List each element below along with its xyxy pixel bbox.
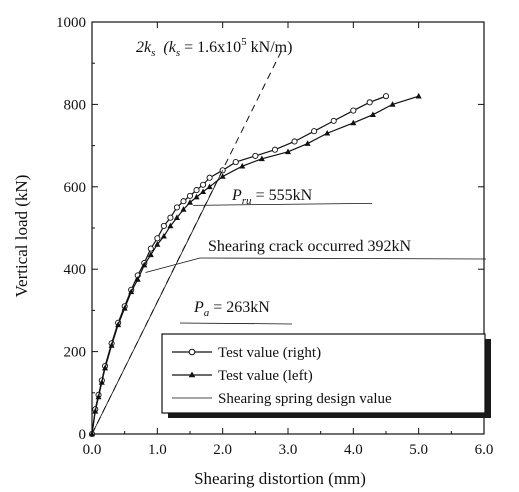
series-left-point — [350, 119, 357, 126]
series-right-point — [200, 181, 207, 188]
series-right-point — [330, 117, 337, 124]
pa-annotation: Pa = 263kN — [193, 299, 270, 319]
series-right-point — [167, 214, 174, 221]
series-left-point — [200, 188, 207, 195]
series-left-point — [167, 222, 174, 229]
y-tick-label: 600 — [64, 180, 87, 196]
series-right-point — [291, 138, 298, 145]
series-line-2 — [91, 170, 224, 435]
y-tick-label: 1000 — [56, 15, 86, 31]
series-right-point — [366, 99, 373, 106]
series-left-point — [147, 251, 154, 258]
x-tick-label: 3.0 — [279, 442, 298, 458]
series-right-point — [160, 222, 167, 229]
legend-marker-left — [188, 371, 196, 378]
x-tick-label: 6.0 — [475, 442, 494, 458]
series-left-point — [98, 379, 105, 385]
x-tick-label: 2.0 — [213, 442, 232, 458]
crack-underline — [199, 257, 487, 260]
series-left-point — [389, 101, 396, 107]
series-right-point — [271, 146, 278, 153]
x-axis-label: Shearing distortion (mm) — [194, 469, 366, 488]
series-left-point — [108, 342, 115, 348]
series-left-point — [173, 214, 180, 220]
legend-label-design: Shearing spring design value — [218, 391, 392, 407]
ticks: 0.0 1.0 2.0 3.0 4.0 5.0 6.0 0 200 400 600 800 1000 — [56, 15, 493, 458]
series-group — [88, 50, 422, 438]
series-right-point — [180, 198, 187, 205]
legend-marker-right — [188, 348, 196, 356]
series-right-point — [252, 152, 259, 159]
series-left-point — [180, 206, 187, 212]
series-right-point — [147, 245, 154, 252]
series-left-point — [121, 305, 128, 311]
series-left-point — [324, 129, 331, 136]
series-right-point — [350, 107, 357, 114]
pru-leader-line — [193, 202, 373, 206]
series-left-point — [369, 111, 376, 117]
series-left-point — [134, 276, 141, 282]
series-left-point — [92, 408, 99, 414]
legend: Test value (right) Test value (left) She… — [161, 333, 491, 418]
series-left-point — [285, 148, 291, 155]
series-right-point — [193, 187, 200, 194]
series-right-point — [311, 128, 318, 135]
x-tick-label: 1.0 — [148, 442, 167, 458]
y-tick-label: 800 — [64, 97, 87, 113]
series-left-point — [160, 232, 167, 239]
series-left-point — [141, 261, 148, 268]
legend-box — [161, 333, 486, 414]
series-left-point — [193, 193, 200, 200]
series-right-point — [173, 204, 180, 211]
series-left-point — [154, 241, 161, 247]
x-tick-label: 0.0 — [83, 442, 102, 458]
legend-label-right: Test value (right) — [218, 345, 321, 361]
legend-label-left: Test value (left) — [218, 368, 313, 384]
series-left-point — [239, 162, 246, 169]
series-left-point — [415, 92, 422, 99]
crack-leader-line — [145, 257, 201, 273]
series-left-point — [115, 321, 122, 328]
stiffness-annotation: 2ks (ks = 1.6x105 kN/m) — [136, 36, 292, 59]
y-tick-label: 0 — [79, 427, 87, 443]
series-right-point — [382, 93, 390, 100]
series-left-point — [187, 199, 193, 205]
pru-annotation: Pru = 555kN — [231, 187, 313, 207]
series-left-point — [304, 140, 311, 146]
series-left-point — [219, 173, 226, 179]
series-left-point — [95, 393, 102, 400]
x-tick-label: 5.0 — [409, 442, 428, 458]
series-left-point — [258, 155, 265, 162]
pa-underline — [179, 322, 293, 325]
series-left-point — [128, 288, 135, 295]
y-tick-label: 200 — [64, 345, 87, 361]
y-axis-label: Vertical load (kN) — [12, 175, 31, 298]
series-right-point — [232, 159, 239, 166]
series-left-point — [102, 364, 109, 371]
series-left-point — [206, 183, 213, 190]
crack-annotation: Shearing crack occurred 392kN — [208, 238, 411, 255]
y-tick-label: 400 — [64, 262, 87, 278]
x-tick-label: 4.0 — [344, 442, 363, 458]
series-right-point — [154, 235, 161, 242]
annotations: 2ks (ks = 1.6x105 kN/m) Pru = 555kN Sheari… — [136, 36, 487, 325]
series-right-point — [186, 192, 194, 199]
series-right-point — [206, 174, 213, 181]
